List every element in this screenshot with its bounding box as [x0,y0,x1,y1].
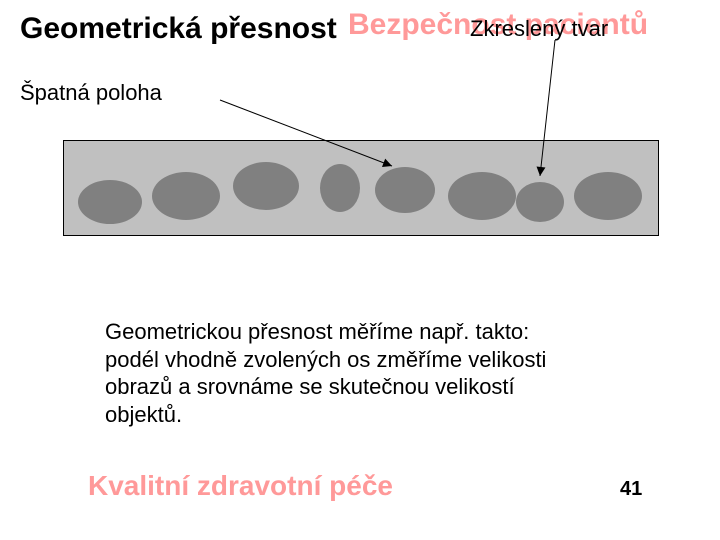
paragraph-line: objektů. [105,401,625,429]
arrow-distorted-shape [0,0,720,540]
body-paragraph: Geometrickou přesnost měříme např. takto… [105,318,625,428]
paragraph-line: obrazů a srovnáme se skutečnou velikostí [105,373,625,401]
paragraph-line: Geometrickou přesnost měříme např. takto… [105,318,625,346]
footer-text: Kvalitní zdravotní péče [88,470,393,502]
page-number: 41 [620,478,642,501]
slide: Bezpečnost pacientů Geometrická přesnost… [0,0,720,540]
paragraph-line: podél vhodně zvolených os změříme veliko… [105,346,625,374]
